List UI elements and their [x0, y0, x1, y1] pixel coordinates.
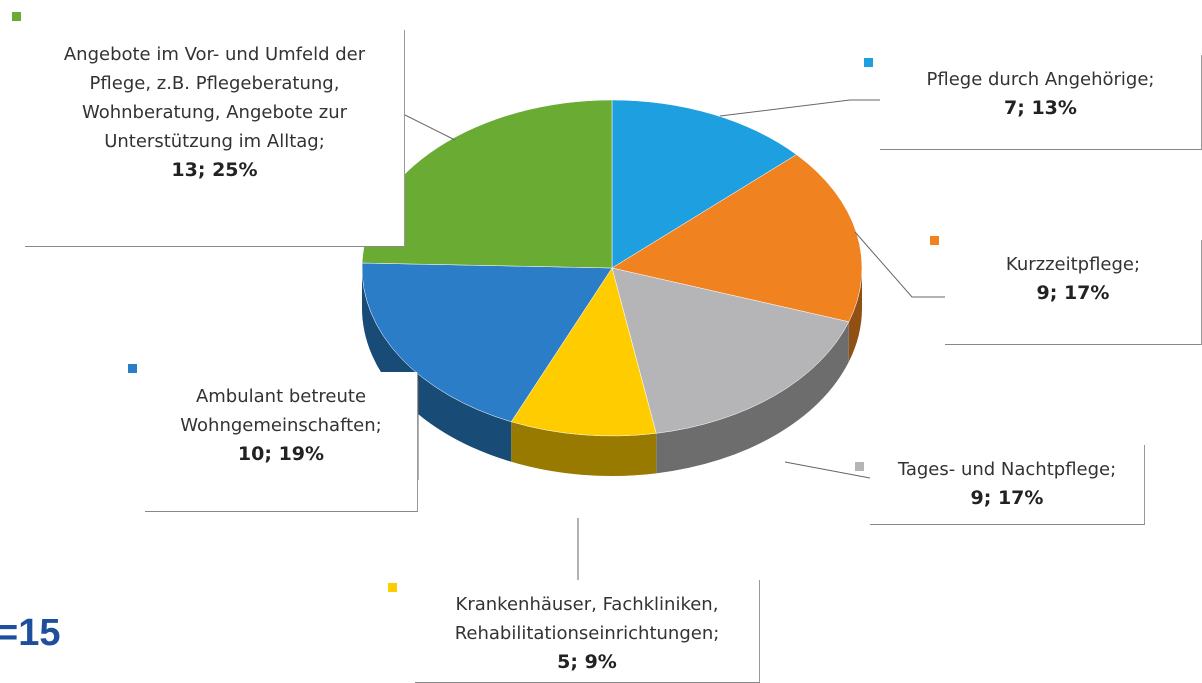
slice	[611, 267, 850, 434]
legend-swatch	[388, 583, 397, 592]
legend-swatch	[128, 364, 137, 373]
leader-line	[854, 231, 945, 298]
data-label: Tages- und Nachtpflege; 9; 17%	[870, 445, 1145, 525]
data-label: Ambulant betreute Wohngemeinschaften; 10;…	[145, 372, 418, 512]
value-label: 13; 25%	[171, 159, 258, 181]
value-label: 7; 13%	[1004, 97, 1077, 119]
category-label: Ambulant betreute Wohngemeinschaften;	[180, 386, 382, 436]
value-label: 9; 17%	[1036, 282, 1110, 304]
category-label: Pflege durch Angehörige;	[926, 69, 1155, 90]
category-label: Angebote im Vor- und Umfeld der Pflege, …	[63, 44, 366, 152]
data-label: Krankenhäuser, Fachkliniken, Rehabilitat…	[415, 580, 760, 683]
value-label: 9; 17%	[970, 487, 1044, 509]
data-label: Kurzzeitpflege; 9; 17%	[945, 240, 1202, 345]
legend-swatch	[12, 12, 21, 21]
slice	[611, 99, 797, 269]
slice-side	[362, 268, 512, 462]
slice	[361, 262, 613, 423]
leader-line	[394, 109, 456, 141]
annotation: =15	[0, 612, 61, 654]
category-label: Kurzzeitpflege;	[1005, 254, 1141, 275]
value-label: 10; 19%	[237, 443, 325, 465]
legend-swatch	[864, 58, 873, 67]
slice	[510, 267, 657, 437]
category-label: Krankenhäuser, Fachkliniken, Rehabilitat…	[454, 594, 720, 644]
leader-line	[784, 461, 871, 479]
legend-swatch	[855, 462, 864, 471]
value-label: 5; 9%	[557, 651, 617, 673]
leader-line	[719, 99, 880, 117]
data-label: Angebote im Vor- und Umfeld der Pflege, …	[25, 30, 405, 247]
data-label: Pflege durch Angehörige; 7; 13%	[880, 55, 1202, 150]
slice-side	[848, 268, 862, 362]
category-label: Tages- und Nachtpflege;	[897, 459, 1117, 480]
slice-side	[511, 421, 657, 477]
slice-side	[656, 321, 849, 474]
legend-swatch	[930, 236, 939, 245]
